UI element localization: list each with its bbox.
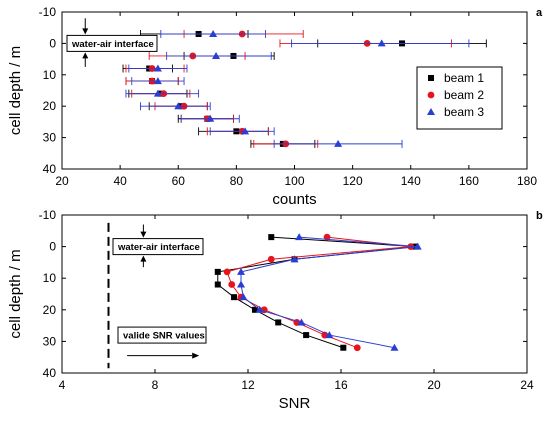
series-beam-3 xyxy=(237,233,422,351)
y-tick-label: 10 xyxy=(43,271,57,285)
y-tick-label: 40 xyxy=(43,366,57,380)
annotation-water-air: water-air interface xyxy=(117,242,200,253)
data-point xyxy=(223,268,231,276)
plot-frame xyxy=(61,214,528,374)
x-tick-label: 160 xyxy=(459,174,479,188)
data-point xyxy=(241,127,250,135)
y-tick-label: 30 xyxy=(43,131,57,145)
data-point xyxy=(153,89,162,97)
x-axis-label: SNR xyxy=(279,395,311,412)
series-beam-2 xyxy=(223,233,415,352)
x-tick-label: 40 xyxy=(113,174,127,188)
y-tick-label: 40 xyxy=(43,162,57,176)
annotation-water-air: water-air interface xyxy=(71,39,154,50)
data-point xyxy=(251,306,258,313)
x-axis-label: counts xyxy=(272,191,316,208)
annotation-box xyxy=(66,34,158,52)
series-line xyxy=(240,236,418,349)
data-point xyxy=(353,344,361,352)
data-point xyxy=(209,29,218,37)
data-point xyxy=(174,102,183,110)
legend-marker xyxy=(427,108,435,115)
data-point xyxy=(255,305,264,313)
data-point xyxy=(377,39,386,47)
series-beam-1 xyxy=(214,234,419,351)
panel-a: 20 40 60 80 100 120 140 160 180-10010203040count… xyxy=(7,5,543,208)
data-point xyxy=(295,233,304,241)
y-tick-label: -10 xyxy=(39,208,57,222)
y-tick-label: 30 xyxy=(43,334,57,348)
legend-marker xyxy=(428,75,434,81)
x-tick-label: 24 xyxy=(520,378,534,392)
legend-label: beam 3 xyxy=(444,105,484,119)
y-axis-label: cell depth / m xyxy=(7,249,24,338)
panel-letter: b xyxy=(536,210,543,222)
data-point xyxy=(153,77,162,85)
arrow-head xyxy=(140,255,147,262)
y-tick-label: -10 xyxy=(39,5,57,19)
x-tick-label: 12 xyxy=(241,378,255,392)
series-line xyxy=(226,236,411,349)
data-point xyxy=(231,294,238,301)
y-tick-label: 20 xyxy=(43,303,57,317)
data-point xyxy=(413,242,422,250)
data-point xyxy=(237,280,246,288)
arrow-head xyxy=(140,231,147,238)
series-beam-3 xyxy=(125,29,470,148)
data-point xyxy=(237,267,246,275)
arrow-head xyxy=(82,52,89,59)
data-point xyxy=(390,343,399,351)
x-tick-label: 100 xyxy=(284,174,304,188)
data-point xyxy=(214,268,221,275)
data-point xyxy=(340,344,347,351)
y-tick-label: 20 xyxy=(43,99,57,113)
legend-marker xyxy=(427,91,435,99)
annotation-valide-snr: valide SNR values xyxy=(123,331,205,342)
data-point xyxy=(325,331,334,339)
x-tick-label: 60 xyxy=(172,174,186,188)
arrow-head xyxy=(82,28,89,35)
y-tick-label: 0 xyxy=(49,36,56,50)
data-point xyxy=(334,139,343,147)
data-point xyxy=(212,51,221,59)
data-point xyxy=(239,293,248,301)
data-point xyxy=(407,243,415,251)
x-tick-label: 80 xyxy=(230,174,244,188)
x-tick-label: 4 xyxy=(59,378,66,392)
panel-letter: a xyxy=(536,7,543,19)
data-point xyxy=(297,318,306,326)
y-tick-label: 0 xyxy=(49,240,56,254)
data-point xyxy=(206,114,215,122)
x-tick-label: 120 xyxy=(343,174,363,188)
data-point xyxy=(228,281,236,288)
series-beam-2 xyxy=(125,29,452,148)
y-tick-label: 10 xyxy=(43,68,57,82)
legend-label: beam 2 xyxy=(444,88,484,102)
x-tick-label: 20 xyxy=(55,174,69,188)
annotation-box xyxy=(117,326,207,344)
legend-label: beam 1 xyxy=(444,71,484,85)
data-point xyxy=(303,332,310,339)
data-point xyxy=(267,255,275,263)
y-axis-label: cell depth / m xyxy=(7,46,24,135)
x-tick-label: 8 xyxy=(152,378,159,392)
data-point xyxy=(153,64,162,72)
legend: beam 1 beam 2 beam 3 xyxy=(416,66,503,130)
annotation-box xyxy=(112,238,204,256)
data-point xyxy=(275,319,282,326)
arrow-head xyxy=(192,352,200,359)
x-tick-label: 16 xyxy=(334,378,348,392)
x-tick-label: 140 xyxy=(401,174,421,188)
data-point xyxy=(268,234,275,241)
data-point xyxy=(290,255,299,263)
x-tick-label: 20 xyxy=(427,378,441,392)
data-point xyxy=(214,281,221,288)
x-tick-label: 180 xyxy=(517,174,537,188)
panel-b: 4 8 12 16 20 24 -10 0 10 20 30 40 SNR cell depth / m b… xyxy=(7,208,543,412)
